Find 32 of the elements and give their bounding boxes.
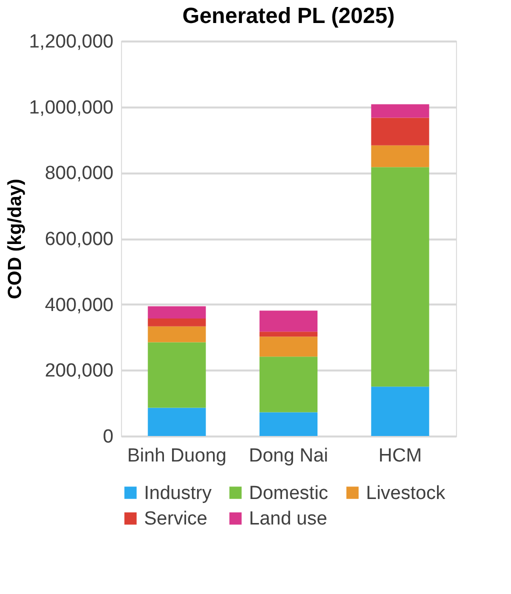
bar — [260, 412, 318, 436]
legend-label: Industry — [144, 482, 212, 504]
legend-label: Land use — [249, 508, 328, 530]
bar — [260, 356, 318, 412]
y-tick-label: 600,000 — [44, 229, 114, 250]
x-tick-label: Binh Duong — [127, 446, 226, 466]
bar — [148, 408, 206, 436]
y-tick-label: 1,000,000 — [28, 97, 114, 118]
legend-label: Livestock — [366, 482, 446, 504]
bar — [148, 342, 206, 408]
bar — [371, 118, 430, 146]
bar — [371, 104, 430, 118]
y-tick-label: 0 — [102, 426, 114, 448]
bar — [371, 167, 430, 387]
bar — [260, 336, 318, 357]
bar — [371, 145, 430, 168]
x-tick-label: HCM — [378, 446, 422, 466]
bar — [148, 326, 206, 342]
bar — [260, 332, 318, 337]
y-tick-label: 1,200,000 — [28, 32, 114, 52]
legend-label: Service — [144, 508, 208, 530]
y-axis-title: COD (kg/day) — [4, 178, 26, 300]
bar — [148, 306, 206, 318]
bar — [260, 310, 318, 332]
y-tick-label: 400,000 — [44, 294, 114, 316]
bar — [371, 386, 430, 436]
legend-label: Domestic — [249, 482, 328, 504]
y-tick-label: 800,000 — [44, 163, 114, 184]
bar — [148, 318, 206, 326]
chart-title: Generated PL (2025) — [182, 3, 395, 28]
x-tick-label: Dong Nai — [248, 446, 328, 466]
y-tick-label: 200,000 — [44, 360, 114, 382]
